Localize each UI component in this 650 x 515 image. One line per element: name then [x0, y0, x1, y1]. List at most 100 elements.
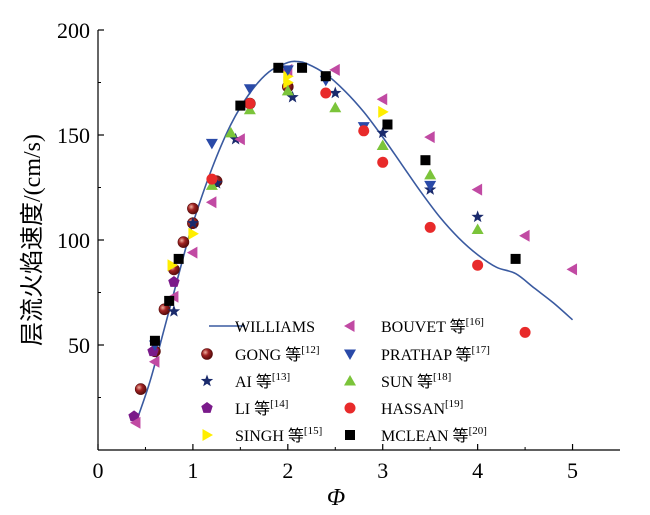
legend-item: LI 等[14] — [201, 398, 288, 418]
data-point — [167, 259, 179, 272]
data-point — [186, 246, 198, 259]
legend-label: SINGH 等[15] — [235, 425, 322, 445]
series-li — [128, 276, 180, 422]
data-point — [281, 84, 294, 96]
y-tick-label: 150 — [57, 123, 90, 148]
y-tick-label: 50 — [68, 333, 90, 358]
legend-marker — [200, 374, 214, 387]
data-point — [128, 410, 140, 422]
legend-marker — [202, 429, 213, 441]
data-point — [424, 180, 437, 192]
williams-curve — [135, 60, 574, 423]
legend-item: SUN 等[18] — [344, 371, 451, 391]
legend-name: MCLEAN 等 — [381, 427, 469, 445]
legend-ref: [13] — [272, 371, 290, 383]
data-point — [186, 216, 200, 229]
legend-item: PRATHAP 等[17] — [344, 344, 490, 364]
data-point — [234, 133, 245, 146]
legend-item: GONG 等[12] — [201, 344, 320, 364]
data-point — [210, 176, 223, 189]
legend-marker — [344, 349, 356, 360]
series-williams — [135, 60, 574, 423]
x-tick-label: 2 — [282, 458, 293, 483]
series-singh — [167, 70, 389, 272]
data-point — [164, 295, 175, 306]
x-tick-label: 5 — [567, 458, 578, 483]
data-point — [566, 263, 578, 276]
legend-label: LI 等[14] — [235, 398, 288, 418]
data-point — [273, 62, 284, 73]
legend-ref: [18] — [433, 371, 451, 383]
data-point — [286, 90, 299, 103]
legend-label: BOUVET 等[16] — [381, 316, 484, 336]
legend-name: LI 等 — [235, 400, 270, 418]
x-tick-label: 3 — [377, 458, 388, 483]
legend-marker — [344, 375, 356, 386]
plot-marks — [128, 60, 578, 429]
data-point — [424, 131, 435, 144]
legend-ref: [16] — [466, 316, 484, 328]
legend-marker — [201, 402, 213, 413]
data-point — [297, 62, 308, 73]
data-point — [420, 155, 431, 166]
legend-name: AI 等 — [235, 373, 272, 391]
data-point — [329, 101, 342, 113]
data-point — [519, 229, 530, 242]
ticks: 0 1 2 3 4 5 50 100 150 200 — [57, 18, 578, 483]
y-axis-title: 层流火焰速度/(cm/s) — [19, 134, 46, 346]
legend-name: SINGH 等 — [235, 427, 304, 445]
data-point — [471, 223, 484, 234]
legend-item: HASSAN[19] — [344, 398, 463, 418]
series-mclean — [149, 62, 521, 346]
data-point — [148, 355, 160, 368]
data-point — [235, 100, 246, 111]
legend-label: WILLIAMS — [235, 319, 315, 336]
data-point — [188, 227, 199, 240]
data-point — [424, 221, 436, 233]
data-point — [173, 253, 184, 264]
legend-item: AI 等[13] — [200, 371, 290, 391]
legend-name: GONG 等 — [235, 346, 301, 364]
series-sun — [205, 84, 484, 234]
legend-marker — [201, 348, 213, 360]
x-tick-label: 4 — [472, 458, 483, 483]
legend: WILLIAMS GONG 等[12] AI 等[13] LI 等[14] SINGH … — [200, 316, 490, 445]
legend-marker — [345, 430, 355, 440]
data-point — [376, 139, 389, 150]
data-point — [519, 326, 531, 338]
legend-name: SUN 等 — [381, 373, 433, 391]
legend-name: PRATHAP 等 — [381, 346, 472, 364]
data-point — [424, 168, 437, 180]
legend-marker — [344, 320, 355, 332]
data-point — [510, 253, 521, 264]
data-point — [206, 173, 218, 185]
data-point — [134, 383, 147, 395]
data-point — [244, 98, 256, 109]
data-point — [205, 138, 218, 150]
data-point — [281, 65, 294, 76]
data-point — [471, 183, 483, 196]
data-point — [167, 304, 181, 317]
data-point — [177, 236, 190, 248]
data-point — [472, 259, 484, 271]
data-point — [243, 103, 256, 115]
data-point — [224, 126, 237, 138]
x-tick-label: 1 — [187, 458, 198, 483]
legend-item: MCLEAN 等[20] — [345, 425, 487, 445]
legend-item: SINGH 等[15] — [202, 425, 322, 445]
data-point — [187, 202, 199, 215]
data-point — [243, 84, 256, 95]
legend-item: WILLIAMS — [209, 319, 315, 336]
data-point — [358, 125, 370, 137]
data-point — [376, 93, 388, 106]
legend-marker — [344, 402, 356, 414]
x-axis-title: Φ — [327, 485, 345, 511]
legend-label: GONG 等[12] — [235, 344, 320, 364]
data-point — [129, 416, 141, 429]
legend-ref: [14] — [270, 398, 288, 410]
data-point — [377, 156, 389, 168]
data-point — [329, 86, 342, 99]
data-point — [382, 119, 393, 130]
x-tick-label: 0 — [93, 458, 104, 483]
